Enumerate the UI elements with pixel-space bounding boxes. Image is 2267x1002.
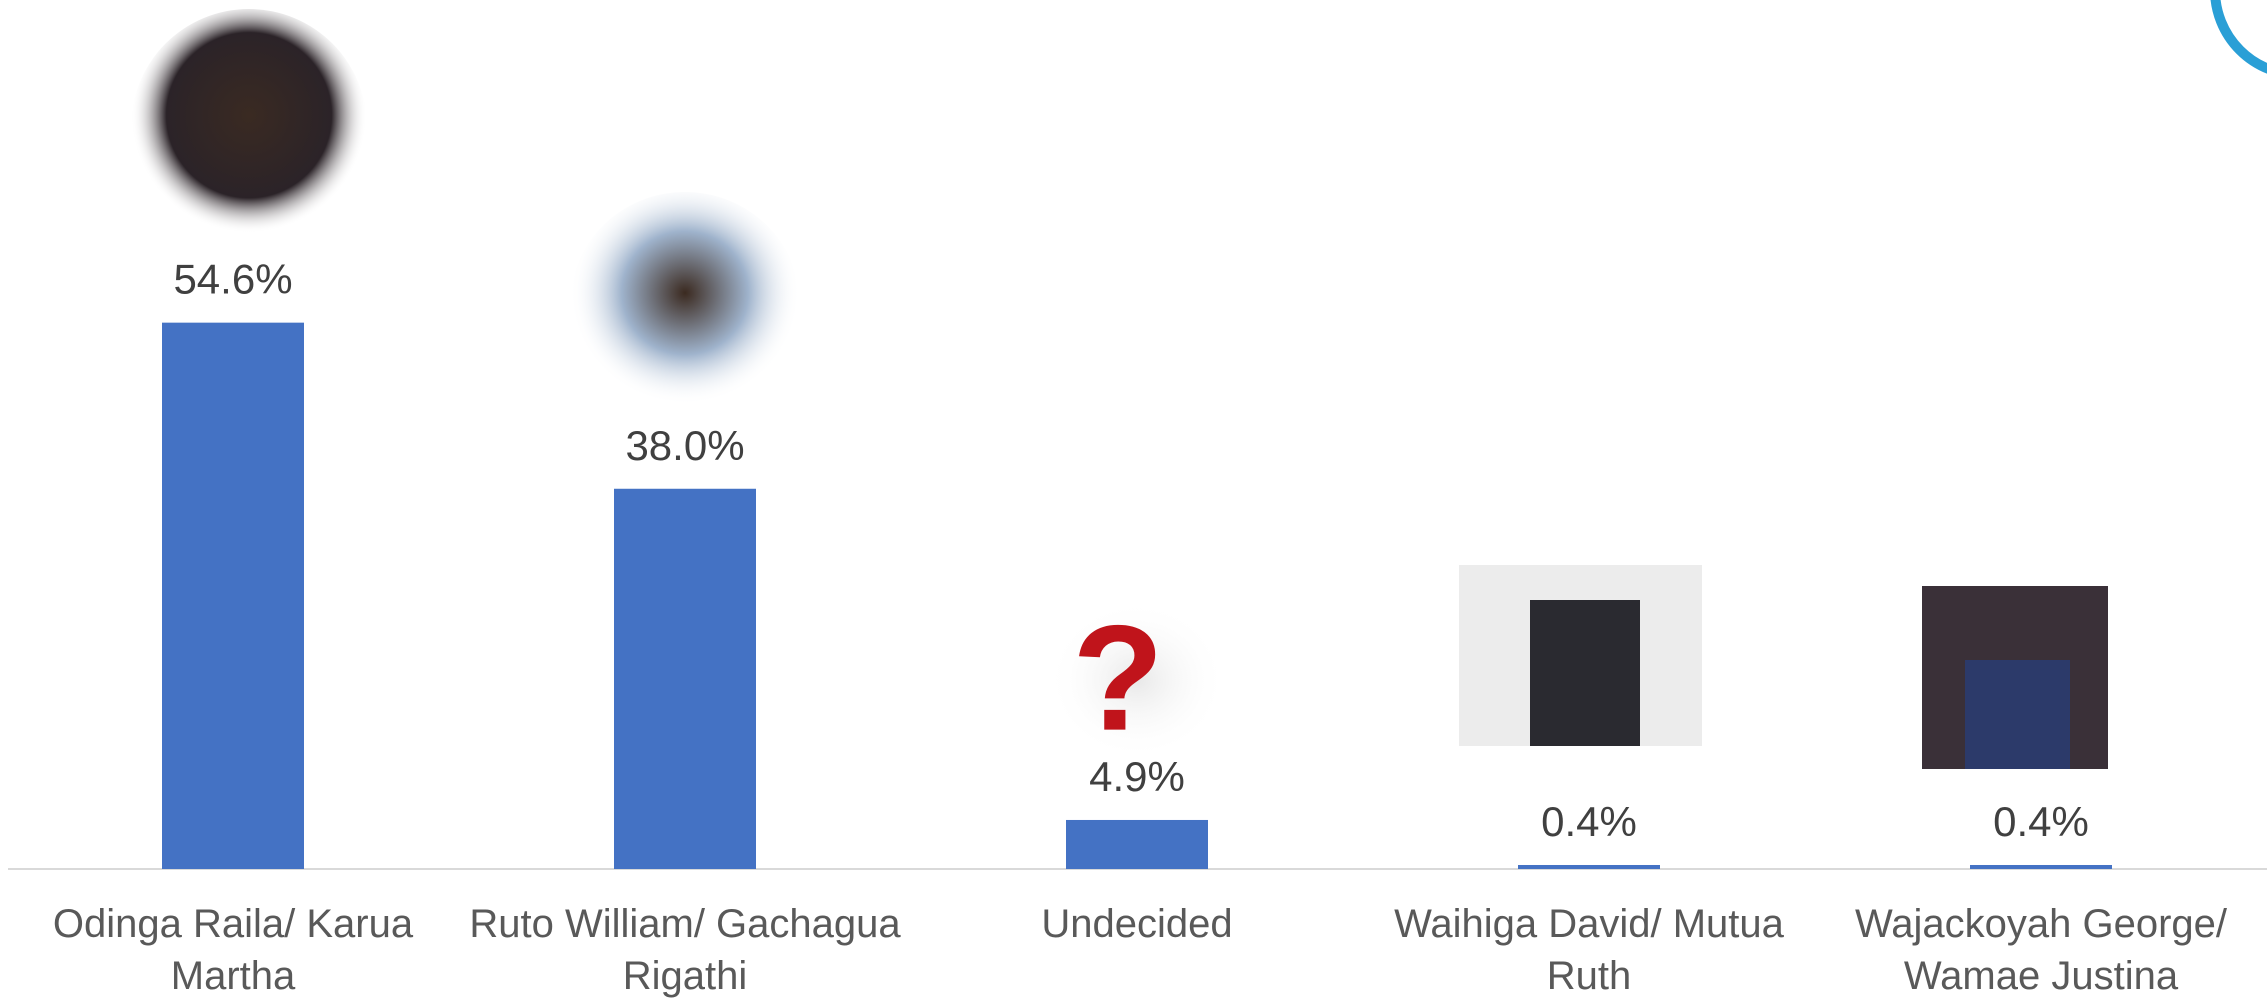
- undecided-icon: [1047, 600, 1227, 760]
- candidate-photo-figure: [1530, 600, 1640, 746]
- question-mark-icon: ?: [1072, 594, 1164, 762]
- candidate-photo-figure: [1965, 660, 2070, 769]
- category-label: Odinga Raila/ Karua Martha: [52, 902, 414, 998]
- logo: [2210, 0, 2267, 74]
- bar: [1066, 819, 1208, 869]
- candidate-photo: [131, 9, 367, 245]
- value-label: 4.9%: [1089, 753, 1185, 800]
- bar: [1518, 864, 1660, 869]
- category-label: Ruto William/ Gachagua Rigathi: [469, 902, 901, 998]
- bar: [614, 488, 756, 869]
- candidate-photo: [570, 192, 800, 416]
- bar: [1970, 864, 2112, 869]
- value-label: 54.6%: [173, 256, 292, 303]
- category-label: Waihiga David/ Mutua Ruth: [1394, 902, 1784, 998]
- bar: [162, 322, 304, 870]
- category-label: Wajackoyah George/ Wamae Justina: [1854, 902, 2228, 998]
- value-label: 0.4%: [1993, 798, 2089, 845]
- category-label: Undecided: [1041, 902, 1233, 946]
- value-label: 38.0%: [625, 422, 744, 469]
- value-label: 0.4%: [1541, 798, 1637, 845]
